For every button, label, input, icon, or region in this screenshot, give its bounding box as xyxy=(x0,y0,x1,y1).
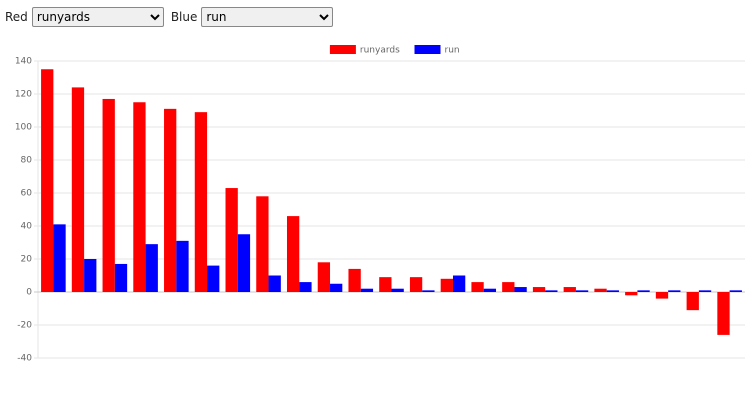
bar xyxy=(237,234,251,292)
bar xyxy=(532,287,546,292)
bar xyxy=(41,69,54,292)
y-tick-label: 140 xyxy=(15,57,32,67)
bar xyxy=(268,275,281,292)
blue-label: Blue xyxy=(170,10,198,24)
bar xyxy=(514,287,527,292)
y-tick-label: 0 xyxy=(26,288,32,298)
bar xyxy=(563,287,576,292)
bar xyxy=(348,268,361,292)
bar xyxy=(360,288,374,292)
controls: Red runyards Blue run xyxy=(5,7,340,27)
bar xyxy=(729,290,742,292)
bar xyxy=(102,98,115,292)
y-tick-label: 40 xyxy=(21,222,33,232)
legend-swatch xyxy=(329,45,356,54)
red-select[interactable]: runyards xyxy=(31,7,164,27)
y-tick-label: -40 xyxy=(17,354,32,364)
legend-label: runyards xyxy=(360,46,400,56)
bar xyxy=(133,102,146,292)
bar xyxy=(286,216,300,292)
bar xyxy=(225,188,238,292)
bar xyxy=(440,278,453,292)
bar xyxy=(391,288,404,292)
y-tick-label: 120 xyxy=(15,90,32,100)
bar xyxy=(594,288,607,292)
bar xyxy=(698,290,712,292)
bar xyxy=(379,277,392,292)
bar xyxy=(655,292,669,299)
bar xyxy=(575,290,589,292)
bar xyxy=(483,288,497,292)
y-tick-label: 80 xyxy=(21,156,33,166)
bar xyxy=(176,240,189,292)
bar xyxy=(422,290,435,292)
bar xyxy=(637,290,650,292)
bar xyxy=(71,87,85,293)
bar xyxy=(53,224,66,292)
blue-select[interactable]: run xyxy=(201,7,334,27)
bar xyxy=(502,282,515,292)
bar xyxy=(668,290,681,292)
bar xyxy=(194,112,208,293)
y-tick-label: 60 xyxy=(21,189,33,199)
bar xyxy=(452,275,466,292)
bar xyxy=(164,108,177,292)
y-tick-label: -20 xyxy=(17,321,32,331)
bar xyxy=(330,283,343,292)
bar xyxy=(409,277,423,292)
bar xyxy=(625,292,638,296)
bar xyxy=(84,259,97,292)
bar xyxy=(207,265,220,292)
bar xyxy=(717,292,730,335)
bar xyxy=(256,196,269,292)
bar xyxy=(545,290,558,292)
red-label: Red xyxy=(5,10,28,24)
bar xyxy=(471,282,484,292)
legend-swatch xyxy=(414,45,441,54)
bar xyxy=(114,263,128,292)
y-tick-label: 100 xyxy=(15,123,32,133)
y-tick-label: 20 xyxy=(21,255,33,265)
bar xyxy=(606,290,619,292)
bar xyxy=(145,244,158,292)
bar xyxy=(299,282,312,292)
legend-label: run xyxy=(445,46,460,56)
bar xyxy=(317,262,331,292)
bar xyxy=(686,292,699,311)
